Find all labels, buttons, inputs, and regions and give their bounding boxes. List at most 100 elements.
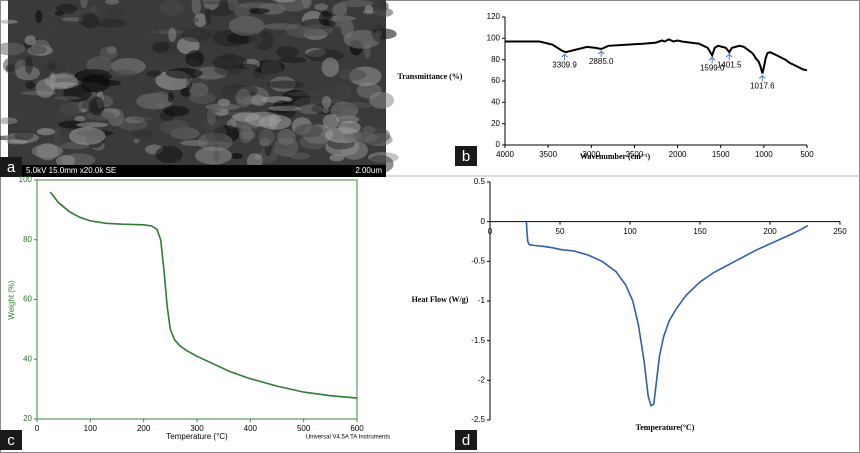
texture-blob <box>6 139 29 145</box>
texture-blob <box>362 9 375 15</box>
texture-blob <box>302 0 312 9</box>
texture-blob <box>99 46 118 60</box>
texture-blob <box>248 32 263 49</box>
texture-blob <box>228 15 265 36</box>
panel-label-box <box>455 146 477 166</box>
texture-blob <box>165 67 203 79</box>
annotation-label: 1017.6 <box>750 82 775 91</box>
texture-blob <box>299 133 327 150</box>
texture-blob <box>152 28 159 37</box>
texture-blob <box>194 146 233 165</box>
texture-blob <box>190 17 199 23</box>
annotation-arrow <box>758 75 766 82</box>
texture-blob <box>277 128 296 146</box>
texture-blob <box>314 3 329 11</box>
data-line <box>525 221 809 407</box>
texture-blob <box>204 8 212 25</box>
y-tick-label: -2 <box>478 375 486 384</box>
y-tick-label: 40 <box>23 354 32 363</box>
texture-blob <box>322 114 340 130</box>
texture-blob <box>198 74 223 79</box>
texture-blob <box>55 3 78 14</box>
texture-blob <box>340 102 374 109</box>
texture-blob <box>260 73 267 80</box>
texture-blob <box>248 8 270 14</box>
texture-blob <box>180 87 191 97</box>
x-tick-label: 50 <box>556 227 565 236</box>
texture-blob <box>233 5 251 17</box>
texture-blob <box>343 30 381 49</box>
x-tick-label: 500 <box>297 424 311 433</box>
texture-blob <box>189 91 216 104</box>
texture-blob <box>76 122 109 128</box>
texture-blob <box>258 129 276 145</box>
panel-label-box <box>0 430 22 450</box>
texture-blob <box>235 88 252 108</box>
texture-blob <box>254 153 262 161</box>
texture-blob <box>282 104 297 110</box>
texture-blob <box>160 119 190 135</box>
sem-image <box>0 0 399 174</box>
y-tick-label: 20 <box>491 119 500 128</box>
y-tick-label: 80 <box>491 55 500 64</box>
x-tick-label: 4000 <box>496 150 514 159</box>
panel-label: a <box>7 159 16 176</box>
texture-blob <box>227 0 238 11</box>
x-tick-label: 0 <box>488 227 493 236</box>
texture-blob <box>163 105 190 117</box>
texture-blob <box>25 55 33 75</box>
x-tick-label: 2500 <box>626 150 644 159</box>
texture-blob <box>89 96 105 116</box>
texture-blob <box>230 152 243 160</box>
y-axis-label: Transmittance (%) <box>398 72 463 81</box>
texture-blob <box>180 27 211 43</box>
texture-blob <box>261 59 282 80</box>
texture-blob <box>263 23 299 30</box>
texture-blob <box>334 85 352 100</box>
texture-blob <box>151 91 171 105</box>
panel-label-box <box>455 430 477 450</box>
data-line <box>505 38 808 74</box>
texture-blob <box>82 13 100 29</box>
texture-blob <box>272 0 296 3</box>
footnote: Universal V4.5A TA Instruments <box>306 435 390 441</box>
y-tick-label: 120 <box>487 12 501 21</box>
x-tick-label: 3000 <box>582 150 600 159</box>
texture-blob <box>55 155 76 167</box>
texture-blob <box>54 95 81 101</box>
texture-blob <box>294 124 323 138</box>
y-tick-label: -0.5 <box>471 256 485 265</box>
y-tick-label: 60 <box>23 295 32 304</box>
texture-blob <box>232 112 260 122</box>
x-tick-label: 2000 <box>669 150 687 159</box>
texture-blob <box>74 115 86 122</box>
y-tick-label: -1 <box>478 296 486 305</box>
annotation-arrow <box>725 53 733 61</box>
texture-blob <box>204 122 227 143</box>
texture-blob <box>81 100 91 110</box>
texture-blob <box>168 27 177 42</box>
texture-blob <box>159 0 184 17</box>
texture-blob <box>205 103 240 111</box>
x-tick-label: 250 <box>833 227 847 236</box>
y-tick-label: -1.5 <box>471 336 485 345</box>
x-axis-label: Temperature(°C) <box>636 423 695 432</box>
texture-blob <box>0 19 18 24</box>
texture-blob <box>379 1 389 11</box>
y-tick-label: 60 <box>491 76 500 85</box>
panel-label-box <box>0 157 22 177</box>
x-tick-label: 200 <box>137 424 151 433</box>
y-tick-label: 100 <box>487 33 501 42</box>
texture-blob <box>68 127 106 145</box>
y-tick-label: 0.5 <box>474 177 486 186</box>
texture-blob <box>14 59 28 79</box>
texture-blob <box>185 50 205 67</box>
x-tick-label: 500 <box>800 150 814 159</box>
x-tick-label: 1500 <box>712 150 730 159</box>
annotation-label: 1599.0 <box>700 64 725 73</box>
x-tick-label: 300 <box>190 424 204 433</box>
x-tick-label: 1000 <box>755 150 773 159</box>
texture-blob <box>337 68 367 81</box>
